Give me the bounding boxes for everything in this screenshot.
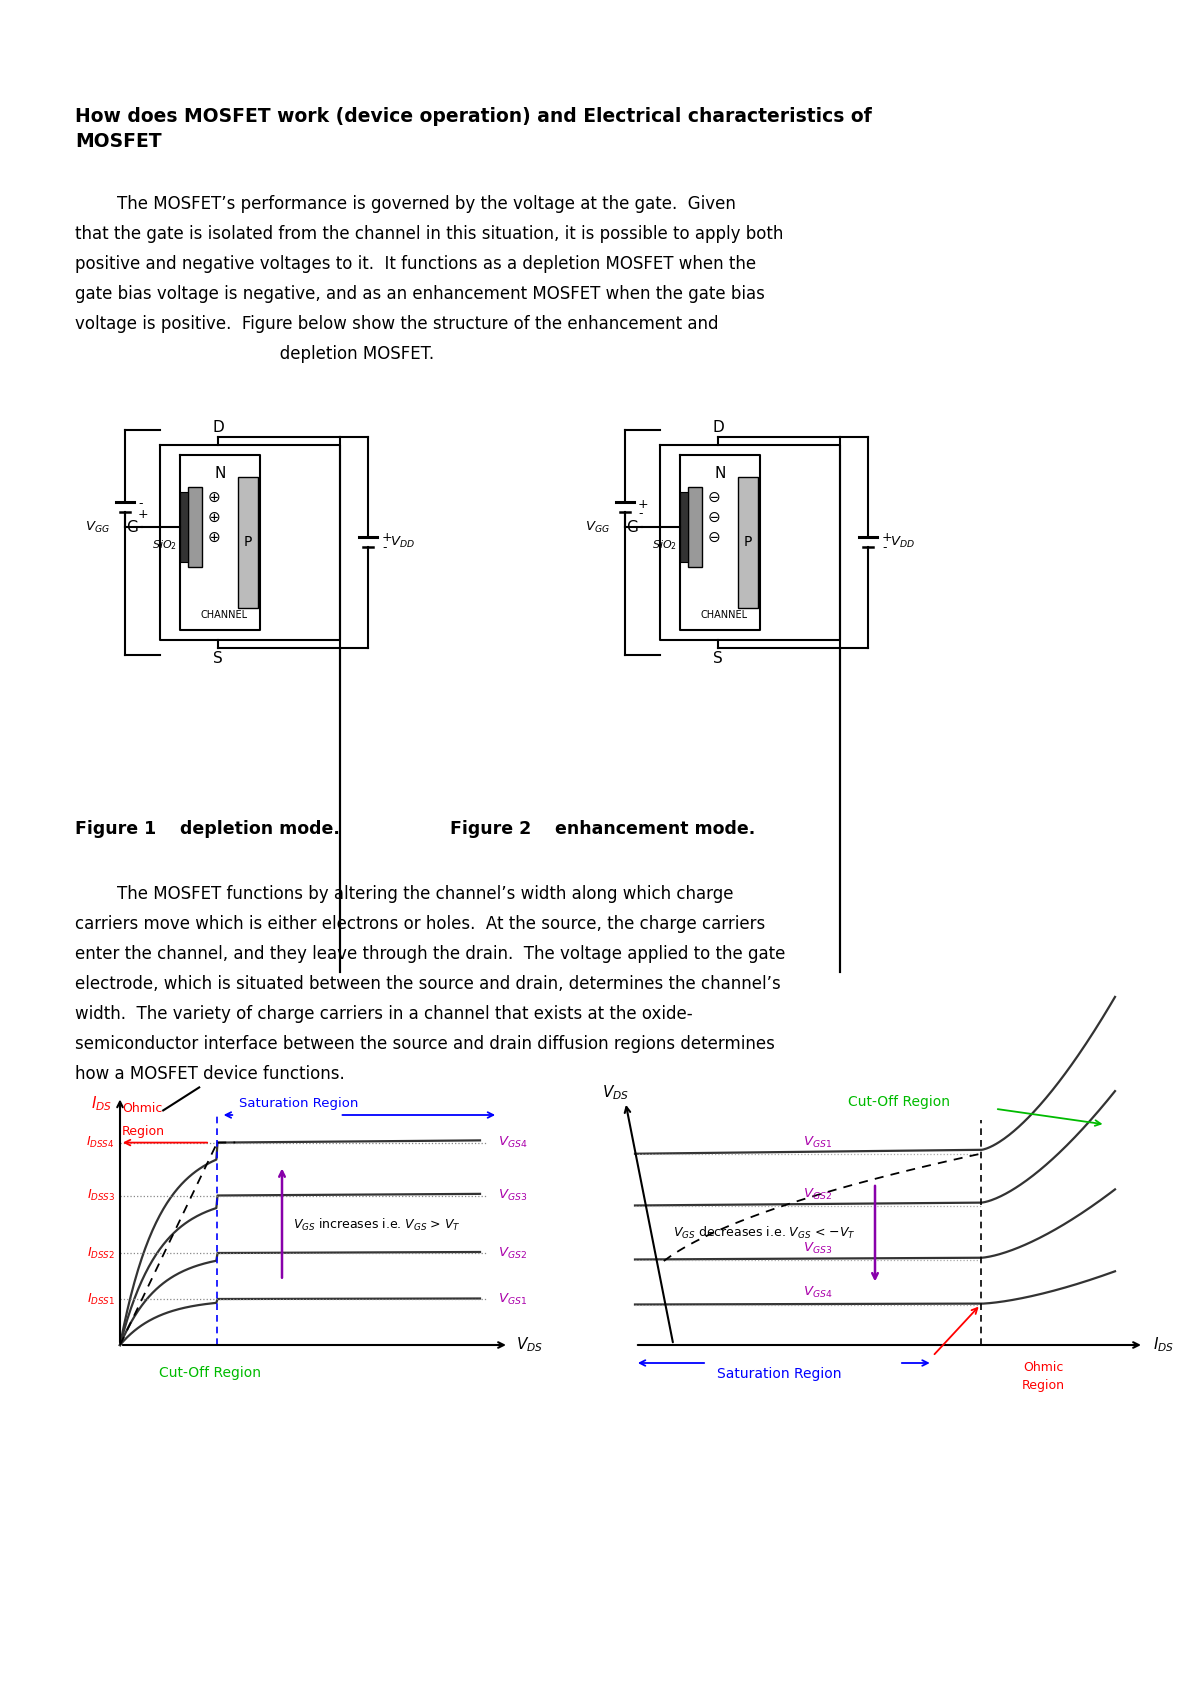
Text: $V_{GS2}$: $V_{GS2}$ bbox=[803, 1187, 832, 1202]
Text: voltage is positive.  Figure below show the structure of the enhancement and: voltage is positive. Figure below show t… bbox=[74, 316, 719, 333]
Text: how a MOSFET device functions.: how a MOSFET device functions. bbox=[74, 1065, 344, 1083]
Text: -: - bbox=[638, 508, 642, 521]
Text: D: D bbox=[212, 419, 224, 435]
Text: $SiO_2$: $SiO_2$ bbox=[653, 538, 678, 552]
Polygon shape bbox=[688, 487, 702, 567]
Text: -: - bbox=[138, 498, 143, 511]
Text: semiconductor interface between the source and drain diffusion regions determine: semiconductor interface between the sour… bbox=[74, 1036, 775, 1053]
Text: Cut-Off Region: Cut-Off Region bbox=[848, 1095, 950, 1109]
Text: P: P bbox=[744, 535, 752, 548]
Polygon shape bbox=[680, 492, 688, 562]
Polygon shape bbox=[180, 492, 188, 562]
Text: $SiO_2$: $SiO_2$ bbox=[152, 538, 178, 552]
Text: MOSFET: MOSFET bbox=[74, 132, 162, 151]
Text: N: N bbox=[714, 465, 726, 481]
Text: depletion mode.: depletion mode. bbox=[180, 820, 340, 839]
Text: -: - bbox=[382, 542, 386, 555]
Text: S: S bbox=[713, 650, 722, 666]
Text: +: + bbox=[382, 530, 392, 543]
Text: $V_{GS3}$: $V_{GS3}$ bbox=[498, 1189, 527, 1204]
Text: $V_{GS1}$: $V_{GS1}$ bbox=[803, 1134, 832, 1150]
Text: $V_{GS}$ decreases i.e. $V_{GS}$ < $-V_T$: $V_{GS}$ decreases i.e. $V_{GS}$ < $-V_T… bbox=[673, 1224, 856, 1241]
Text: -: - bbox=[882, 542, 887, 555]
Text: Region: Region bbox=[1021, 1379, 1064, 1392]
Text: +: + bbox=[882, 530, 893, 543]
Text: CHANNEL: CHANNEL bbox=[701, 610, 748, 620]
Text: The MOSFET functions by altering the channel’s width along which charge: The MOSFET functions by altering the cha… bbox=[74, 885, 733, 903]
Text: ⊕: ⊕ bbox=[208, 530, 221, 545]
Text: +: + bbox=[638, 498, 649, 511]
Text: $V_{GS4}$: $V_{GS4}$ bbox=[803, 1285, 832, 1301]
Text: $V_{GG}$: $V_{GG}$ bbox=[84, 520, 109, 535]
Text: G: G bbox=[626, 520, 638, 535]
Text: D: D bbox=[712, 419, 724, 435]
Text: enter the channel, and they leave through the drain.  The voltage applied to the: enter the channel, and they leave throug… bbox=[74, 946, 785, 963]
Text: $V_{GS1}$: $V_{GS1}$ bbox=[498, 1292, 527, 1306]
Text: Cut-Off Region: Cut-Off Region bbox=[158, 1365, 262, 1379]
Text: Figure 2: Figure 2 bbox=[450, 820, 532, 839]
Text: $V_{DD}$: $V_{DD}$ bbox=[890, 535, 914, 550]
Text: Figure 1: Figure 1 bbox=[74, 820, 156, 839]
Text: depletion MOSFET.: depletion MOSFET. bbox=[74, 345, 434, 363]
Polygon shape bbox=[188, 487, 202, 567]
Text: ⊖: ⊖ bbox=[708, 530, 720, 545]
Text: ⊕: ⊕ bbox=[208, 509, 221, 525]
Text: width.  The variety of charge carriers in a channel that exists at the oxide-: width. The variety of charge carriers in… bbox=[74, 1005, 692, 1022]
Text: $V_{GS4}$: $V_{GS4}$ bbox=[498, 1134, 528, 1150]
Text: Ohmic: Ohmic bbox=[122, 1102, 162, 1114]
Text: Ohmic: Ohmic bbox=[1022, 1362, 1063, 1374]
Polygon shape bbox=[238, 477, 258, 608]
Text: $V_{DS}$: $V_{DS}$ bbox=[516, 1336, 544, 1355]
Text: $I_{DS}$: $I_{DS}$ bbox=[91, 1094, 112, 1112]
Text: CHANNEL: CHANNEL bbox=[200, 610, 247, 620]
Text: $V_{DS}$: $V_{DS}$ bbox=[602, 1083, 629, 1102]
Text: G: G bbox=[126, 520, 138, 535]
Text: that the gate is isolated from the channel in this situation, it is possible to : that the gate is isolated from the chann… bbox=[74, 226, 784, 243]
Text: $V_{GS3}$: $V_{GS3}$ bbox=[803, 1241, 832, 1255]
Text: N: N bbox=[215, 465, 226, 481]
Polygon shape bbox=[738, 477, 758, 608]
Text: enhancement mode.: enhancement mode. bbox=[554, 820, 755, 839]
Text: ⊕: ⊕ bbox=[208, 489, 221, 504]
Text: ⊖: ⊖ bbox=[708, 489, 720, 504]
Text: $I_{DSS1}$: $I_{DSS1}$ bbox=[86, 1292, 115, 1306]
Text: Saturation Region: Saturation Region bbox=[716, 1367, 841, 1380]
Text: $V_{GS2}$: $V_{GS2}$ bbox=[498, 1245, 527, 1260]
Text: electrode, which is situated between the source and drain, determines the channe: electrode, which is situated between the… bbox=[74, 975, 781, 993]
Text: S: S bbox=[214, 650, 223, 666]
Text: $I_{DSS3}$: $I_{DSS3}$ bbox=[86, 1189, 115, 1204]
Text: Saturation Region: Saturation Region bbox=[239, 1097, 358, 1110]
Text: positive and negative voltages to it.  It functions as a depletion MOSFET when t: positive and negative voltages to it. It… bbox=[74, 255, 756, 273]
Text: P: P bbox=[244, 535, 252, 548]
Text: gate bias voltage is negative, and as an enhancement MOSFET when the gate bias: gate bias voltage is negative, and as an… bbox=[74, 285, 764, 302]
Text: carriers move which is either electrons or holes.  At the source, the charge car: carriers move which is either electrons … bbox=[74, 915, 766, 932]
Text: Region: Region bbox=[122, 1124, 166, 1138]
Text: How does MOSFET work (device operation) and Electrical characteristics of: How does MOSFET work (device operation) … bbox=[74, 107, 871, 126]
Text: $V_{GS}$ increases i.e. $V_{GS}$ > $V_T$: $V_{GS}$ increases i.e. $V_{GS}$ > $V_T$ bbox=[293, 1217, 461, 1233]
Text: $V_{DD}$: $V_{DD}$ bbox=[390, 535, 415, 550]
Text: $I_{DSS2}$: $I_{DSS2}$ bbox=[86, 1245, 115, 1260]
Text: ⊖: ⊖ bbox=[708, 509, 720, 525]
Text: +: + bbox=[138, 508, 149, 521]
Text: $I_{DSS4}$: $I_{DSS4}$ bbox=[86, 1134, 115, 1150]
Text: $I_{DS}$: $I_{DS}$ bbox=[1153, 1336, 1175, 1355]
Text: The MOSFET’s performance is governed by the voltage at the gate.  Given: The MOSFET’s performance is governed by … bbox=[74, 195, 736, 212]
Text: $V_{GG}$: $V_{GG}$ bbox=[584, 520, 610, 535]
